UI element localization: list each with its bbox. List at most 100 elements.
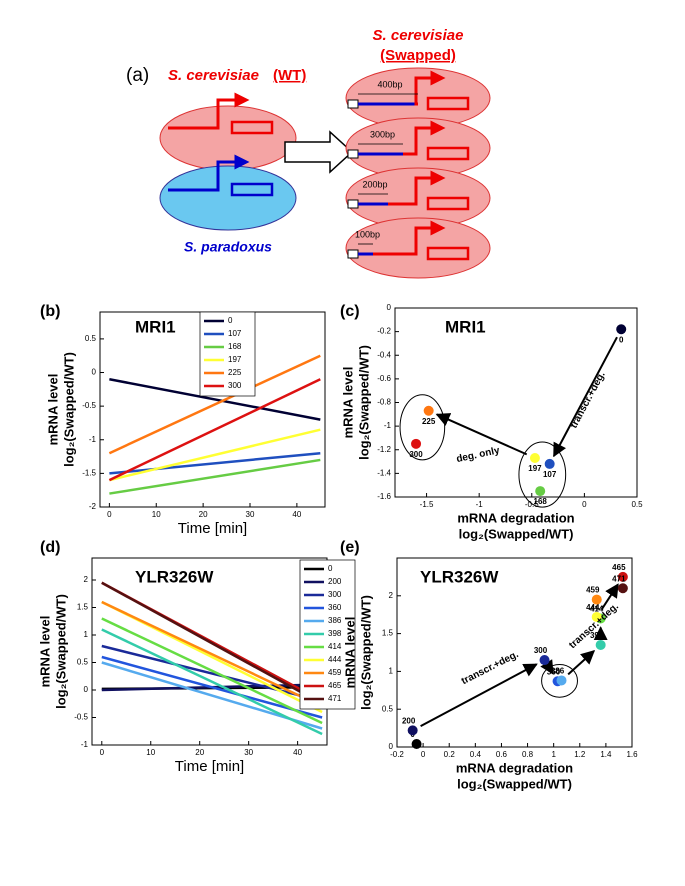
point-label: 200: [402, 716, 416, 725]
point: [617, 583, 628, 594]
y-axis-label: log₂(Swapped/WT): [356, 345, 371, 460]
chart: (e)YLR326W-0.2 0 0.2 0.4 0.6 0.8 1 1.2 1.4 1.600.…: [340, 539, 638, 791]
series-line: [101, 644, 323, 703]
y-tick-label: 1: [389, 667, 394, 676]
point-label: 300: [534, 646, 548, 655]
x-tick-label: 0: [100, 748, 105, 757]
y-axis-label: log₂(Swapped/WT): [61, 352, 76, 467]
x-tick-label: 40: [293, 748, 302, 757]
gene: [168, 92, 250, 130]
point: [591, 594, 602, 605]
x-tick-label: 30: [246, 510, 255, 519]
diagram: (a) S. cerevisiae (WT) S. paradoxus S. c…: [126, 27, 491, 279]
point-label: 197: [528, 464, 542, 473]
x-axis-label: log₂(Swapped/WT): [459, 526, 574, 541]
gene: [388, 170, 446, 206]
legend-label: 360: [328, 603, 342, 612]
y-tick-label: -0.2: [377, 327, 391, 336]
point-label: 107: [543, 470, 557, 479]
legend-label: 0: [328, 564, 333, 573]
gene-box: [426, 196, 470, 211]
x-tick-label: 1.2: [574, 750, 586, 759]
white-box: [347, 99, 359, 109]
gene-box: [426, 96, 470, 111]
cell: [159, 105, 297, 171]
x-tick-label: 0: [421, 750, 426, 759]
y-tick-label: 0.5: [85, 334, 97, 343]
y-tick-label: -1.2: [377, 445, 391, 454]
x-tick-label: 30: [244, 748, 253, 757]
series-line: [109, 428, 321, 482]
x-tick-label: 1.6: [626, 750, 638, 759]
chart-title: MRI1: [445, 317, 486, 336]
arrow: [567, 650, 596, 676]
group-outline: [518, 441, 567, 508]
y-tick-label: -1: [81, 740, 89, 749]
series-line: [109, 458, 321, 495]
point-label: 459: [586, 586, 600, 595]
y-tick-label: -1.6: [377, 492, 391, 501]
gene: [414, 70, 446, 106]
legend-label: 414: [328, 642, 342, 651]
y-tick-label: 1: [84, 630, 89, 639]
panel-label: (e): [340, 539, 360, 556]
point: [591, 611, 602, 622]
panel-label: (d): [40, 539, 60, 556]
x-tick-label: 0.4: [470, 750, 482, 759]
y-tick-label: -1.4: [377, 468, 391, 477]
arrow: [600, 583, 619, 610]
y-tick-label: 2: [389, 591, 394, 600]
series-line: [101, 617, 323, 725]
point: [539, 655, 550, 666]
x-axis-label: mRNA degradation: [456, 760, 573, 775]
gene-box: [230, 182, 274, 197]
point: [411, 438, 422, 449]
length-label: 400bp: [377, 79, 402, 89]
y-tick-label: -0.5: [82, 401, 96, 410]
y-axis-label: mRNA level: [45, 374, 60, 446]
plot-frame: [91, 557, 328, 746]
species-label: S. cerevisiae: [373, 27, 464, 44]
point: [423, 405, 434, 416]
chart-title: YLR326W: [135, 567, 214, 586]
legend-label: 386: [328, 616, 342, 625]
y-axis-label: mRNA level: [37, 616, 52, 688]
x-tick-label: 20: [199, 510, 208, 519]
plot-frame: [394, 307, 638, 498]
series-line: [101, 600, 323, 708]
point: [556, 675, 567, 686]
y-tick-label: -0.5: [74, 713, 88, 722]
panel-label: (b): [40, 303, 60, 320]
point-label: 398: [590, 631, 604, 640]
arrow: [420, 663, 538, 728]
arrow: [540, 659, 554, 675]
gene-box: [426, 246, 470, 261]
white-box: [347, 249, 359, 259]
y-tick-label: 1.5: [77, 603, 89, 612]
y-tick-label: -1: [89, 435, 97, 444]
series-line: [108, 378, 321, 482]
point: [529, 453, 540, 464]
white-box: [347, 149, 359, 159]
species-label: S. cerevisiae: [168, 67, 259, 84]
series-line: [101, 655, 323, 719]
legend-label: 459: [328, 668, 342, 677]
gene-box: [230, 120, 274, 135]
length-label: 100bp: [355, 229, 380, 239]
x-tick-label: 0: [107, 510, 112, 519]
x-tick-label: 10: [152, 510, 161, 519]
x-tick-label: 1: [551, 750, 556, 759]
y-tick-label: 0.5: [77, 658, 89, 667]
y-tick-label: 0: [84, 685, 89, 694]
species-label: S. paradoxus: [184, 239, 272, 255]
legend-label: 398: [328, 629, 342, 638]
y-tick-label: -0.4: [377, 350, 391, 359]
y-tick-label: 2: [84, 575, 89, 584]
legend-label: 168: [228, 342, 242, 351]
chart: (c) MRI1 -1.5 -1 -0.5 0 0.5 -1.6 -1.4 -1.2 -1 -0.8 -…: [340, 303, 643, 541]
series-line: [101, 581, 323, 705]
x-tick-label: 20: [195, 748, 204, 757]
point-label: 360: [547, 667, 561, 676]
point-label: 414: [590, 605, 604, 614]
x-axis-label: Time [min]: [178, 520, 247, 537]
